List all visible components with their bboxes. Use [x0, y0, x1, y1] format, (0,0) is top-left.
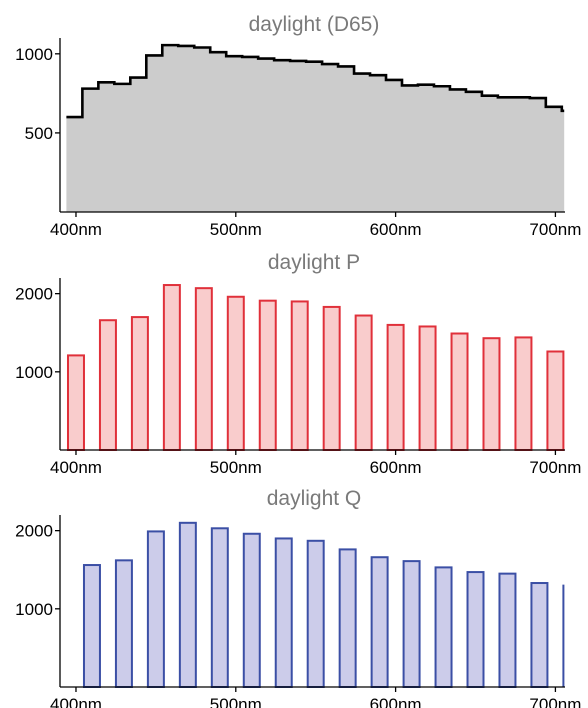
bar: [66, 354, 85, 451]
x-tick-label: 500nm: [210, 458, 262, 477]
bar: [498, 572, 517, 688]
bar: [530, 582, 549, 689]
x-tick-label: 600nm: [370, 220, 422, 239]
bar: [466, 571, 485, 689]
bar: [178, 521, 197, 688]
bar: [290, 300, 309, 452]
y-tick-label: 2000: [15, 285, 53, 304]
bar: [434, 566, 453, 689]
bar: [258, 299, 277, 451]
bar: [450, 332, 469, 451]
bar: [210, 527, 229, 688]
bar: [274, 537, 293, 688]
chart-title-daylight-p: daylight P: [268, 251, 360, 274]
chart-daylight-p: daylight P 1000 2000 400nm 500nm 600nm 700nm: [15, 251, 581, 477]
bar: [162, 284, 181, 452]
chart-title-daylight-q: daylight Q: [267, 487, 362, 510]
x-tick-label: 600nm: [370, 695, 422, 708]
bar: [546, 350, 565, 451]
x-tick-label: 600nm: [370, 458, 422, 477]
chart-daylight-q: daylight Q 1000 2000 400nm 500nm 600nm 700nm: [15, 487, 581, 708]
bar: [226, 295, 245, 451]
bar: [354, 314, 373, 452]
chart-title-d65: daylight (D65): [249, 13, 380, 36]
bar: [242, 532, 261, 688]
bar: [514, 336, 533, 451]
bar: [194, 287, 213, 451]
y-tick-label: 1000: [15, 600, 53, 619]
y-tick-label: 500: [25, 124, 53, 143]
x-tick-label: 500nm: [210, 695, 262, 708]
y-tick-label: 2000: [15, 522, 53, 541]
bar: [386, 323, 405, 451]
bar: [146, 530, 165, 688]
x-tick-label: 500nm: [210, 220, 262, 239]
bar: [114, 559, 133, 689]
bar: [82, 564, 101, 689]
y-tick-label: 1000: [15, 363, 53, 382]
bar: [306, 539, 325, 688]
bar: [338, 548, 357, 689]
bar: [418, 325, 437, 451]
bar: [402, 560, 421, 688]
x-tick-label: 400nm: [50, 695, 102, 708]
bar: [98, 319, 117, 451]
x-tick-label: 700nm: [529, 220, 581, 239]
x-tick-label: 400nm: [50, 458, 102, 477]
x-tick-label: 700nm: [529, 695, 581, 708]
y-tick-label: 1000: [15, 45, 53, 64]
x-tick-label: 700nm: [529, 458, 581, 477]
bar: [130, 316, 149, 451]
bar: [370, 556, 389, 689]
chart-d65: daylight (D65) 500 1000 400nm 500nm 600nm 700…: [15, 13, 581, 239]
bar: [322, 305, 341, 451]
area-fill: [66, 45, 565, 213]
x-tick-label: 400nm: [50, 220, 102, 239]
step-line: [66, 43, 565, 119]
bar: [482, 337, 501, 452]
